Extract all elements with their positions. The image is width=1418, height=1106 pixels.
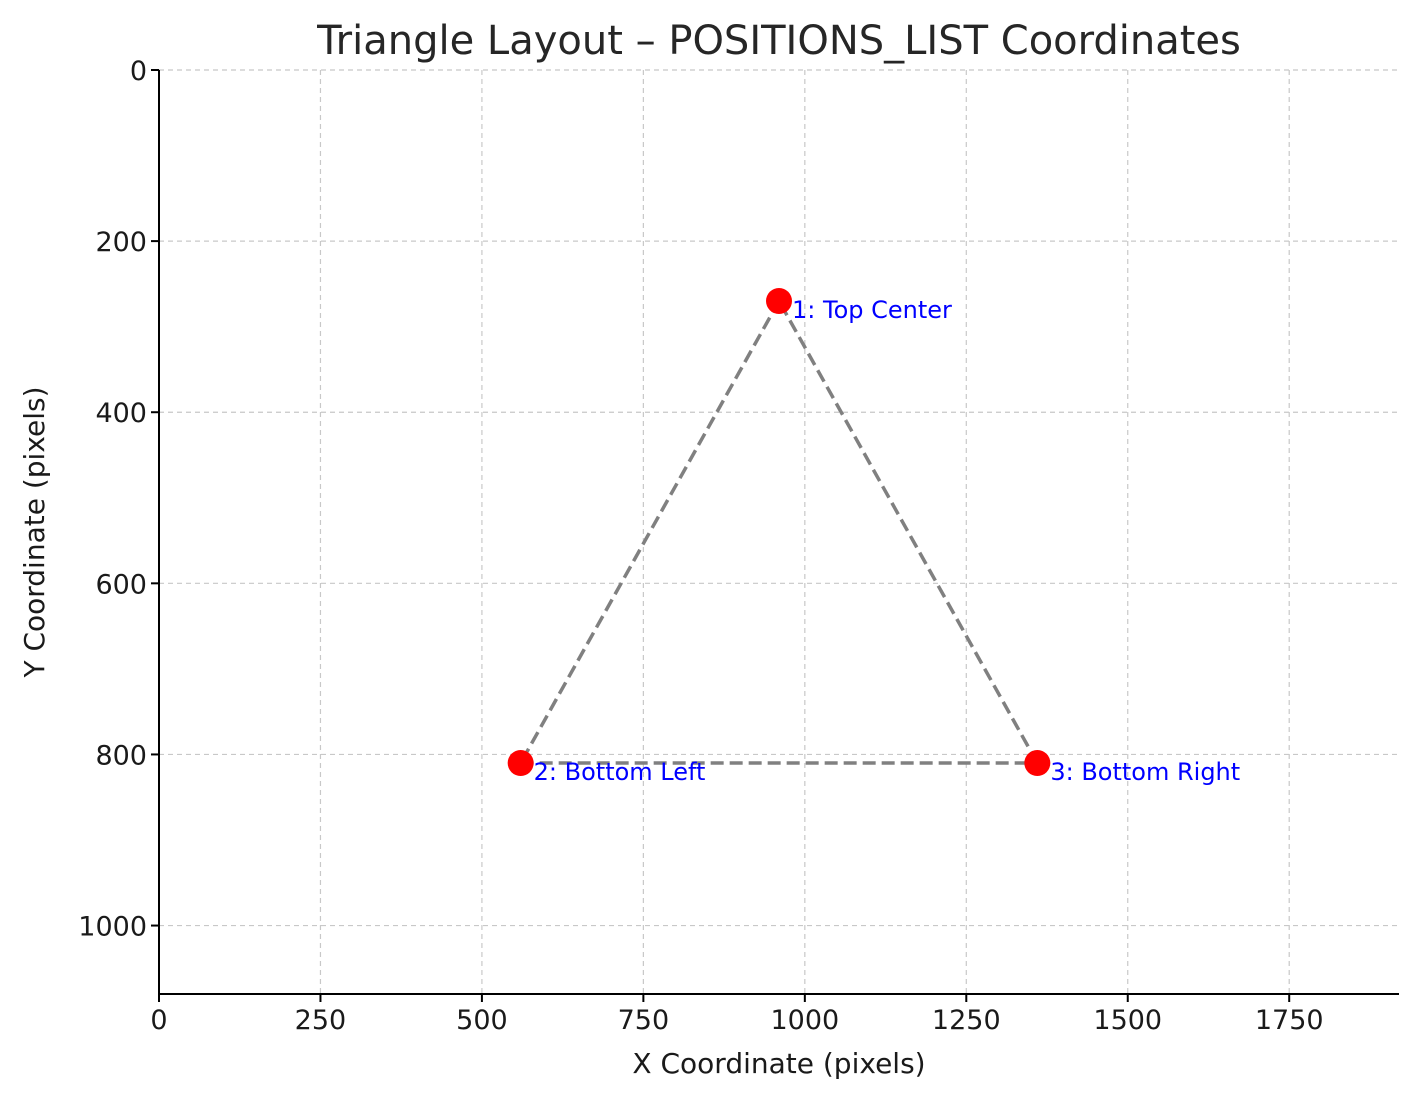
triangle-edges: [519, 300, 1039, 765]
point-label: 2: Bottom Left: [534, 758, 706, 786]
y-tick-label: 0: [130, 56, 147, 87]
x-tick-label: 1750: [1255, 1005, 1324, 1036]
y-tick-label: 600: [95, 569, 147, 600]
x-tick-label: 250: [295, 1005, 347, 1036]
grid-layer: [159, 69, 1399, 994]
y-tick-label: 400: [95, 398, 147, 429]
axes: [158, 70, 1399, 995]
x-tick-label: 1500: [1093, 1005, 1162, 1036]
data-point: [507, 750, 534, 776]
data-points: [507, 288, 1051, 776]
y-tick-label: 800: [95, 740, 147, 771]
triangle-edge: [519, 300, 781, 764]
x-tick-label: 1000: [770, 1005, 839, 1036]
y-axis-label: Y Coordinate (pixels): [18, 386, 51, 678]
ticks: 0 250 500 750 1000 1250 1500 1750 0 200 400 600 800 1…: [78, 56, 1323, 1036]
y-tick-label: 1000: [78, 912, 147, 943]
triangle-edge: [777, 300, 1039, 764]
data-point: [766, 288, 792, 314]
data-point: [1024, 750, 1051, 776]
x-tick-label: 1250: [932, 1005, 1001, 1036]
point-labels: 1: Top Center 2: Bottom Left 3: Bottom Rig…: [534, 296, 1241, 786]
point-label: 1: Top Center: [792, 296, 952, 324]
x-axis-label: X Coordinate (pixels): [632, 1047, 925, 1080]
x-tick-label: 0: [150, 1005, 167, 1036]
chart-title: Triangle Layout – POSITIONS_LIST Coordin…: [316, 18, 1241, 64]
y-tick-label: 200: [95, 227, 147, 258]
point-label: 3: Bottom Right: [1050, 758, 1240, 786]
x-tick-label: 500: [456, 1005, 508, 1036]
x-tick-label: 750: [618, 1005, 670, 1036]
